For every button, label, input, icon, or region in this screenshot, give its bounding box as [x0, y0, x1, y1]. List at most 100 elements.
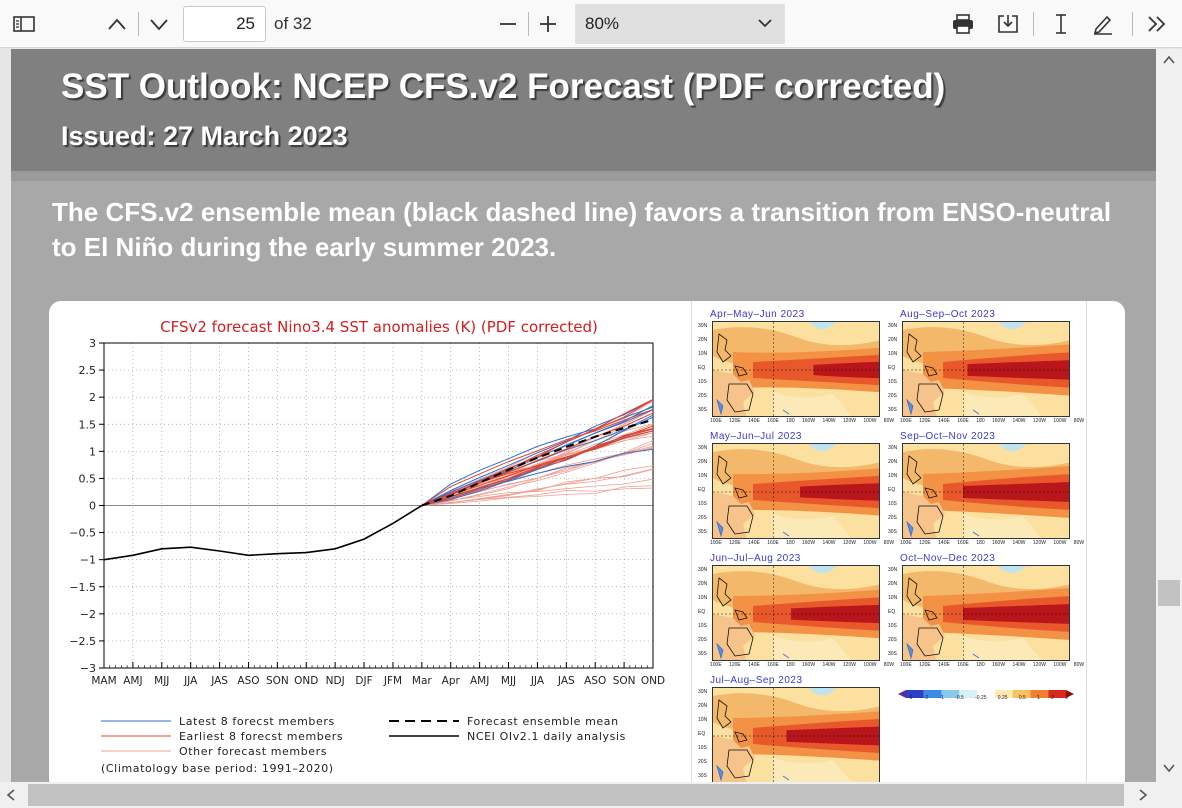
map-lat-label: 30N: [698, 567, 708, 573]
legend-observed-label: NCEI OIv2.1 daily analysis: [467, 730, 626, 743]
more-icon[interactable]: [1142, 8, 1172, 40]
colorbar-label: 0.5: [1018, 695, 1026, 701]
x-tick-label: JFM: [383, 675, 402, 687]
colorbar-label: -2: [923, 695, 929, 701]
legend-earliest-label: Earliest 8 forecst members: [179, 730, 343, 743]
slide-title: SST Outlook: NCEP CFS.v2 Forecast (PDF c…: [61, 67, 946, 106]
climatology-note: (Climatology base period: 1991–2020): [101, 762, 334, 775]
forecast-figure: CFSv2 forecast Nino3.4 SST anomalies (K)…: [49, 301, 1125, 782]
map-lat-label: 20S: [698, 515, 707, 521]
map-lat-label: 10N: [698, 351, 708, 357]
map-lat-label: EQ: [888, 365, 896, 371]
scroll-right-icon[interactable]: [1138, 789, 1148, 801]
sst-anomaly-map: [902, 443, 1070, 539]
x-tick-label: Apr: [442, 675, 461, 687]
map-lat-label: EQ: [698, 609, 706, 615]
horizontal-scroll-thumb[interactable]: [28, 784, 1124, 806]
map-lat-label: 30S: [698, 529, 707, 535]
zoom-select[interactable]: 80%: [575, 4, 785, 44]
scroll-left-icon[interactable]: [6, 789, 16, 801]
x-tick-label: AMJ: [123, 675, 142, 687]
y-tick-label: 0.5: [79, 472, 97, 485]
map-lat-label: 20N: [698, 337, 708, 343]
scroll-up-icon[interactable]: [1163, 55, 1175, 65]
map-title: Jun–Jul–Aug 2023: [710, 553, 801, 564]
map-lat-label: 10S: [698, 745, 707, 751]
map-lon-labels: 100E 120E 140E 160E 180 160W 140W 120W 1…: [900, 662, 1085, 668]
chevron-up-icon[interactable]: [102, 8, 132, 40]
map-lat-label: 10N: [698, 717, 708, 723]
document-viewport[interactable]: SST Outlook: NCEP CFS.v2 Forecast (PDF c…: [0, 49, 1156, 782]
map-lat-label: 30S: [888, 407, 897, 413]
x-tick-label: MAM: [91, 675, 116, 687]
x-tick-label: MJJ: [501, 675, 516, 687]
pdf-page: SST Outlook: NCEP CFS.v2 Forecast (PDF c…: [11, 49, 1156, 782]
x-tick-label: SON: [613, 675, 636, 687]
map-lat-label: 10S: [698, 379, 707, 385]
map-lon-labels: 100E 120E 140E 160E 180 160W 140W 120W 1…: [710, 418, 895, 424]
y-tick-label: −0.5: [69, 527, 96, 540]
map-lat-label: 30S: [888, 529, 897, 535]
map-title: Oct–Nov–Dec 2023: [900, 553, 996, 564]
colorbar-labels: -3 -2 -1 -0.5 -0.25 0.25 0.5 1 2 3: [908, 695, 1068, 701]
y-tick-label: 1.5: [79, 418, 97, 431]
map-lat-label: 10N: [888, 473, 898, 479]
observed-line: [103, 504, 423, 561]
x-tick-label: DJF: [355, 675, 372, 687]
vertical-scroll-thumb[interactable]: [1158, 580, 1180, 606]
map-lat-label: 10S: [698, 501, 707, 507]
map-lat-label: 30N: [698, 323, 708, 329]
chevron-down-icon: [758, 19, 772, 28]
map-lat-label: 30S: [698, 773, 707, 779]
map-lat-label: 30N: [888, 445, 898, 451]
map-lat-label: 20N: [888, 581, 898, 587]
x-tick-label: JAS: [210, 675, 228, 687]
x-tick-label: JJA: [530, 675, 545, 687]
sst-anomaly-map: [712, 443, 880, 539]
other-member-line: [421, 487, 654, 506]
y-tick-label: 2.5: [79, 364, 97, 377]
earliest-member-line: [421, 425, 654, 506]
x-tick-label: AMJ: [470, 675, 489, 687]
chevron-down-icon[interactable]: [144, 8, 174, 40]
sst-colorbar: [898, 685, 1074, 699]
map-lat-label: 20N: [698, 703, 708, 709]
colorbar-label: -0.25: [975, 695, 987, 701]
legend-mean-label: Forecast ensemble mean: [467, 715, 619, 728]
map-lat-label: 10N: [888, 595, 898, 601]
x-tick-label: JAS: [557, 675, 575, 687]
map-lat-label: 30N: [698, 445, 708, 451]
map-lat-label: 20S: [698, 759, 707, 765]
earliest-member-line: [421, 408, 654, 506]
text-cursor-icon[interactable]: [1046, 8, 1076, 40]
zoom-out-icon[interactable]: [494, 8, 522, 40]
map-lat-label: EQ: [888, 609, 896, 615]
zoom-value: 80%: [585, 14, 620, 33]
y-tick-label: 1: [89, 445, 96, 458]
x-tick-label: OND: [294, 675, 318, 687]
scroll-down-icon[interactable]: [1163, 763, 1175, 773]
x-tick-label: SON: [266, 675, 289, 687]
page-number-input[interactable]: [183, 6, 266, 42]
map-lat-label: 20N: [888, 337, 898, 343]
map-lat-label: 10S: [888, 379, 897, 385]
map-lat-label: 30S: [888, 651, 897, 657]
vertical-scrollbar[interactable]: [1156, 49, 1182, 782]
map-lon-labels: 100E 120E 140E 160E 180 160W 140W 120W 1…: [710, 540, 895, 546]
save-icon[interactable]: [993, 8, 1023, 40]
draw-icon[interactable]: [1088, 8, 1118, 40]
map-lat-label: 10N: [698, 595, 708, 601]
map-lat-label: 10S: [698, 623, 707, 629]
sidebar-icon[interactable]: [8, 8, 40, 40]
other-member-line: [421, 485, 654, 506]
colorbar-label: -1: [939, 695, 944, 701]
map-lat-label: 20S: [698, 393, 707, 399]
print-icon[interactable]: [948, 8, 978, 40]
map-lat-label: 20N: [698, 581, 708, 587]
map-lat-label: 30N: [698, 689, 708, 695]
zoom-in-icon[interactable]: [534, 8, 562, 40]
sst-anomaly-map: [712, 565, 880, 661]
y-tick-label: −2: [80, 608, 96, 621]
map-lat-label: 10N: [698, 473, 708, 479]
x-tick-label: ASO: [237, 675, 259, 687]
